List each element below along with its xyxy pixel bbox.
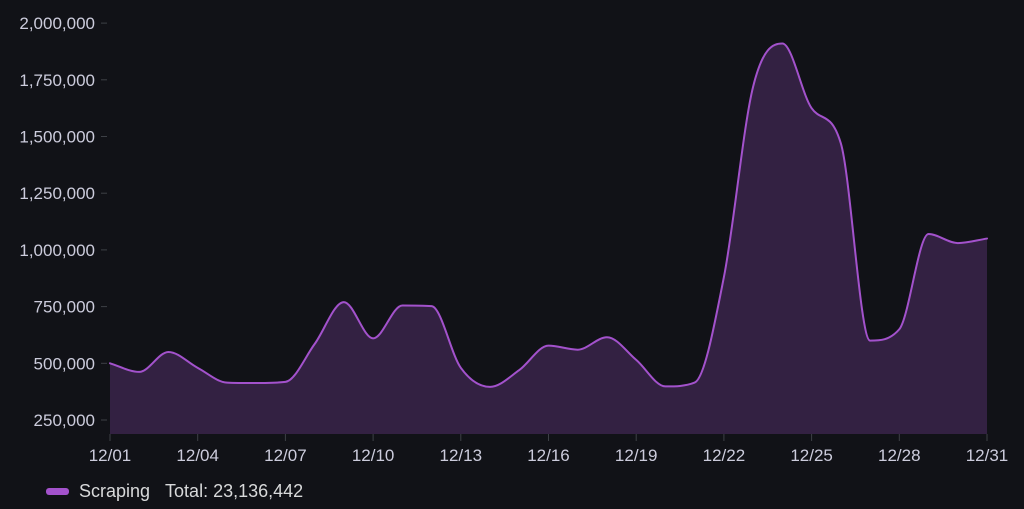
series-area-fill[interactable] [110,43,987,435]
x-axis-tick-label: 12/16 [527,446,570,465]
y-axis-tick-label: 1,750,000 [19,71,95,90]
x-axis-tick-label: 12/19 [615,446,658,465]
y-axis-tick-label: 2,000,000 [19,14,95,33]
x-axis-tick-label: 12/01 [89,446,132,465]
y-axis-tick-label: 250,000 [34,411,95,430]
y-axis-tick-label: 750,000 [34,298,95,317]
y-axis-tick-label: 1,250,000 [19,184,95,203]
x-axis-tick-label: 12/13 [440,446,483,465]
x-axis-tick-label: 12/04 [176,446,219,465]
y-axis-tick-label: 1,500,000 [19,128,95,147]
series-line[interactable] [109,42,988,388]
legend-total: Total: 23,136,442 [165,480,304,501]
y-axis-tick-label: 1,000,000 [19,241,95,260]
x-axis-tick-label: 12/28 [878,446,921,465]
scraping-area-chart[interactable]: 250,000 500,000 750,000 1,000,000 1,250,000 1… [0,0,1024,478]
y-axis-tick-label: 500,000 [34,354,95,373]
x-axis-tick-label: 12/10 [352,446,395,465]
legend-series-label[interactable]: Scraping [79,480,151,501]
x-axis-tick-label: 12/07 [264,446,307,465]
legend: Scraping Total: 23,136,442 [46,480,303,502]
legend-swatch[interactable] [46,487,69,495]
x-axis-tick-label: 12/31 [966,446,1009,465]
x-axis-tick-label: 12/25 [790,446,833,465]
x-axis-tick-label: 12/22 [703,446,746,465]
